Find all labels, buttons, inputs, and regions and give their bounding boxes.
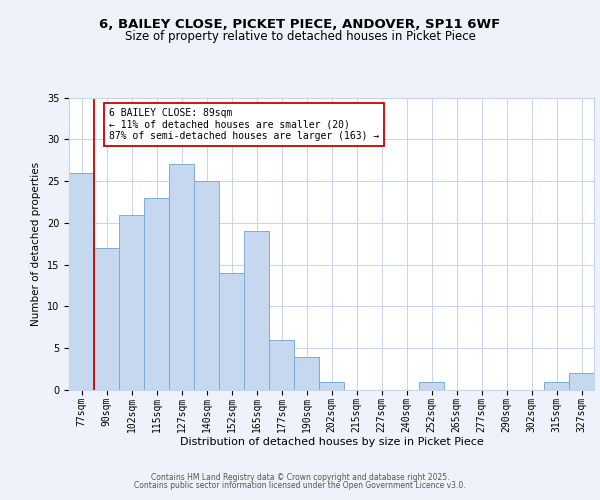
Text: 6 BAILEY CLOSE: 89sqm
← 11% of detached houses are smaller (20)
87% of semi-deta: 6 BAILEY CLOSE: 89sqm ← 11% of detached …	[109, 108, 379, 140]
X-axis label: Distribution of detached houses by size in Picket Piece: Distribution of detached houses by size …	[179, 437, 484, 447]
Text: 6, BAILEY CLOSE, PICKET PIECE, ANDOVER, SP11 6WF: 6, BAILEY CLOSE, PICKET PIECE, ANDOVER, …	[100, 18, 500, 30]
Bar	[419, 382, 444, 390]
Bar	[94, 248, 119, 390]
Bar	[119, 214, 144, 390]
Bar	[169, 164, 194, 390]
Bar	[269, 340, 294, 390]
Bar	[544, 382, 569, 390]
Bar	[319, 382, 344, 390]
Bar	[244, 231, 269, 390]
Bar	[144, 198, 169, 390]
Text: Contains public sector information licensed under the Open Government Licence v3: Contains public sector information licen…	[134, 481, 466, 490]
Text: Contains HM Land Registry data © Crown copyright and database right 2025.: Contains HM Land Registry data © Crown c…	[151, 472, 449, 482]
Bar	[219, 273, 244, 390]
Bar	[294, 356, 319, 390]
Bar	[194, 181, 219, 390]
Text: Size of property relative to detached houses in Picket Piece: Size of property relative to detached ho…	[125, 30, 475, 43]
Bar	[569, 374, 594, 390]
Y-axis label: Number of detached properties: Number of detached properties	[31, 162, 41, 326]
Bar	[69, 172, 94, 390]
